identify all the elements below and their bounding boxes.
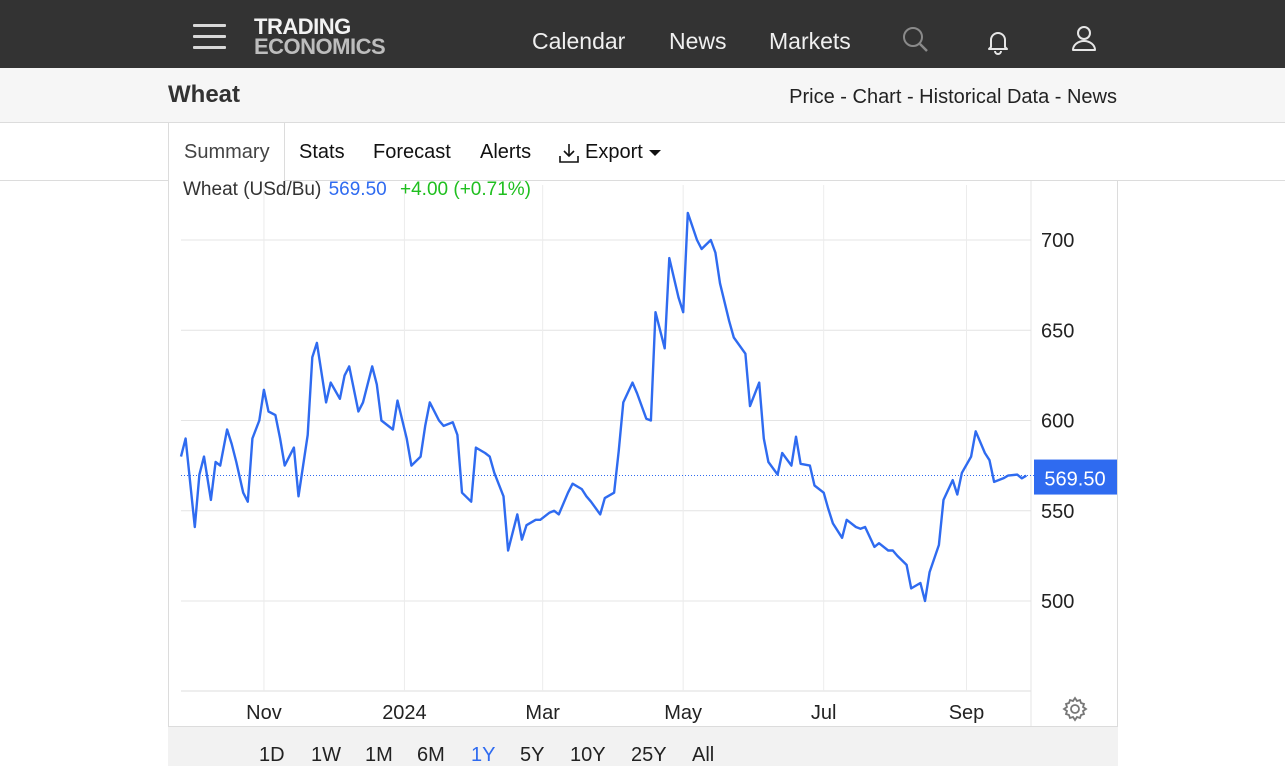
range-5y[interactable]: 5Y [520,744,545,766]
quote-name: Wheat (USd/Bu) [183,179,322,200]
quote-line: Wheat (USd/Bu) 569.50 +4.00 (+0.71%) [183,179,531,201]
tab-forecast[interactable]: Forecast [373,141,451,163]
range-6m[interactable]: 6M [417,744,445,766]
nav-news[interactable]: News [669,28,727,54]
range-25y[interactable]: 25Y [631,744,667,766]
y-axis: 500 550 600 650 700 [1041,230,1074,613]
y-tick-label: 550 [1041,501,1074,523]
bell-icon[interactable] [983,26,1013,56]
x-tick-label: Nov [246,702,282,724]
last-price-badge [1034,459,1117,495]
range-1y[interactable]: 1Y [471,744,496,766]
quote-change: +4.00 (+0.71%) [400,179,531,200]
menu-icon[interactable] [193,24,226,50]
wheat-price-line [179,211,1028,603]
search-icon[interactable] [900,24,930,54]
x-axis: Nov 2024 Mar May Jul Sep [246,702,984,724]
top-nav: TRADING ECONOMICS Calendar News Markets [0,0,1285,68]
logo-line1: TRADING [254,14,351,39]
tab-bar: Summary Stats Forecast Alerts Export [0,123,1285,181]
chart-container [168,181,1118,766]
nav-calendar[interactable]: Calendar [532,28,626,54]
y-tick-label: 600 [1041,411,1074,433]
y-tick-label: 700 [1041,230,1074,252]
tab-alerts[interactable]: Alerts [480,141,532,163]
tab-summary-label: Summary [184,141,270,163]
caret-down-icon [648,149,661,156]
header-links[interactable]: Price - Chart - Historical Data - News [789,86,1117,108]
range-all[interactable]: All [692,744,715,766]
range-1w[interactable]: 1W [311,744,341,766]
x-tick-label: Mar [525,702,560,724]
download-icon [559,143,579,163]
page-title: Wheat [168,81,240,108]
quote-price: 569.50 [328,179,387,200]
range-selector: 1D 1W 1M 6M 1Y 5Y 10Y 25Y All [168,726,1118,766]
x-tick-label: Jul [811,702,837,724]
chart-grid [181,181,1032,726]
x-tick-label: Sep [949,702,985,724]
logo[interactable]: TRADING ECONOMICS [254,14,386,59]
settings-gear-icon[interactable] [1062,696,1088,722]
export-button[interactable]: Export [558,141,662,164]
chart-series: 569.50 [179,211,1117,603]
logo-line2: ECONOMICS [254,34,386,59]
nav-markets[interactable]: Markets [769,28,851,54]
range-1m[interactable]: 1M [365,744,393,766]
page-header: Wheat Price - Chart - Historical Data - … [0,68,1285,123]
range-10y[interactable]: 10Y [570,744,606,766]
x-tick-label: May [664,702,702,724]
range-1d[interactable]: 1D [259,744,285,766]
tab-stats[interactable]: Stats [299,141,345,163]
user-icon[interactable] [1069,23,1099,53]
last-price-label: 569.50 [1044,469,1105,491]
y-tick-label: 650 [1041,320,1074,342]
x-tick-label: 2024 [382,702,427,724]
tab-summary[interactable]: Summary [168,123,285,181]
export-label: Export [585,141,643,163]
y-tick-label: 500 [1041,591,1074,613]
